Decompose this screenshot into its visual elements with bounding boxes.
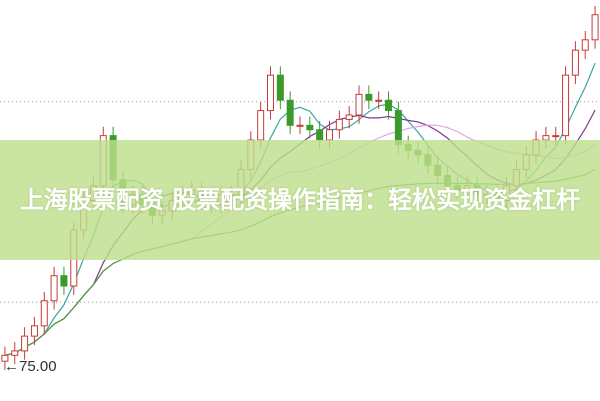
candle-body bbox=[60, 275, 68, 287]
candle-body bbox=[266, 74, 274, 112]
candle-body bbox=[571, 49, 579, 76]
candle-body bbox=[375, 99, 383, 102]
candle-body bbox=[306, 124, 314, 131]
candle-body bbox=[326, 129, 334, 141]
candle-body bbox=[296, 124, 304, 127]
min-price-value: 75.00 bbox=[19, 358, 57, 375]
title-banner: 上海股票配资 股票配资操作指南：轻松实现资金杠杆 bbox=[0, 140, 600, 260]
candle-body bbox=[385, 99, 393, 112]
candle-body bbox=[276, 74, 284, 101]
min-price-label: ←75.00 bbox=[4, 358, 57, 375]
candle-body bbox=[335, 118, 343, 131]
candle-body bbox=[1, 354, 9, 362]
candle-body bbox=[591, 14, 599, 41]
candle-body bbox=[286, 99, 294, 126]
candle-body bbox=[345, 114, 353, 120]
candle-body bbox=[21, 335, 29, 352]
candle-body bbox=[552, 135, 560, 138]
candle-body bbox=[316, 129, 324, 141]
candle-body bbox=[11, 350, 19, 356]
page-title: 上海股票配资 股票配资操作指南：轻松实现资金杠杆 bbox=[19, 186, 581, 214]
candle-body bbox=[50, 275, 58, 302]
candle-body bbox=[30, 325, 38, 337]
candle-body bbox=[562, 74, 570, 137]
arrow-left-icon: ← bbox=[4, 358, 19, 375]
candle-body bbox=[365, 93, 373, 101]
candle-body bbox=[355, 93, 363, 116]
candle-body bbox=[257, 110, 265, 141]
candle-body bbox=[40, 300, 48, 327]
candle-body bbox=[581, 39, 589, 51]
